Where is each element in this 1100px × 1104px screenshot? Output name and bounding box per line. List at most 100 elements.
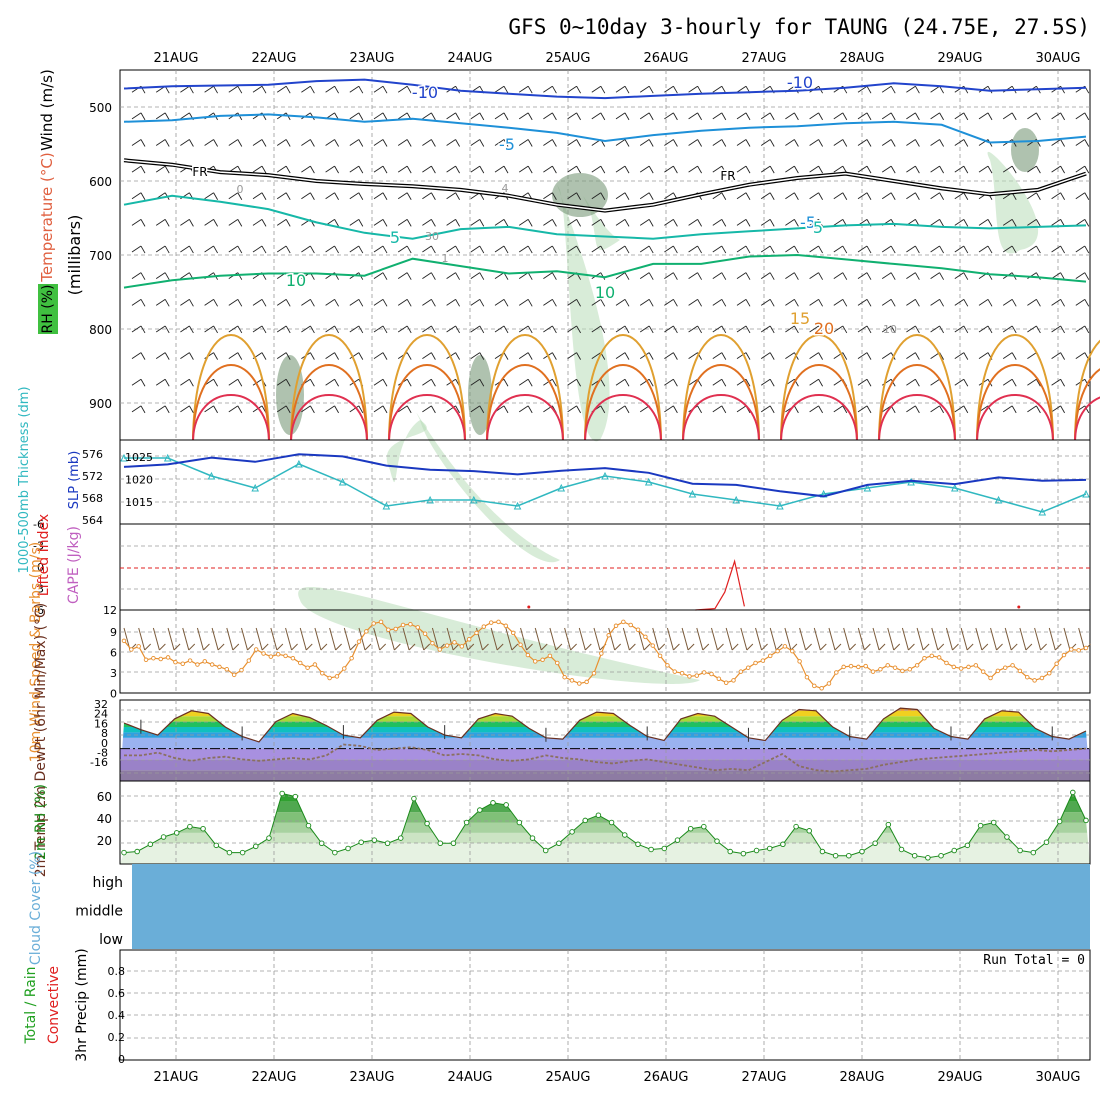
wind-speed-point [158, 656, 163, 662]
rh-point [964, 842, 971, 849]
wind-speed-point [209, 662, 215, 667]
wind-barb-flag [285, 405, 291, 414]
wind-barb-flag [963, 139, 969, 147]
wind-barb [857, 627, 865, 651]
precip-panel: 0.8 0.6 0.4 0.2 0 Run Total = 0 [108, 949, 1091, 1066]
wind-barb [301, 245, 311, 253]
wind-barb-flag [431, 112, 436, 121]
date-label-bottom: 28AUG [839, 1070, 884, 1085]
wind-barb [881, 192, 892, 200]
date-label-top: 29AUG [937, 51, 982, 66]
wind-speed-point [863, 663, 868, 669]
thickness-point [907, 477, 915, 486]
wind-barb-flag [455, 299, 460, 307]
wind-barb [769, 627, 777, 651]
date-label-bottom: 26AUG [643, 1070, 688, 1085]
wind-speed-point [635, 627, 641, 633]
wind-barb-flag [697, 165, 702, 174]
rh-point [925, 855, 931, 861]
wind-barb [349, 245, 360, 253]
wind-speed-point [459, 644, 465, 649]
wind-barb [1027, 325, 1037, 333]
temp-band [120, 710, 1090, 717]
rh-point [147, 841, 154, 848]
wind-speed-point [613, 623, 619, 629]
wind-barb [446, 139, 456, 146]
wind-barb [397, 405, 408, 413]
wind-barb-flag [648, 219, 654, 227]
rh-point [503, 802, 509, 808]
wind-barb [228, 85, 239, 93]
wind-barb [916, 627, 924, 651]
wind-speed-point [1047, 670, 1052, 676]
wind-barb-flag [721, 139, 727, 147]
wind-barb-flag [963, 245, 969, 254]
wind-barb-flag [745, 219, 751, 227]
wind-barb-flag [406, 85, 412, 94]
wind-barb-flag [1060, 299, 1065, 307]
rh-point [292, 793, 299, 800]
wind-speed-point [202, 659, 208, 664]
wind-barb [252, 405, 263, 413]
wind-barb-flag [890, 165, 896, 174]
wind-barb [760, 378, 771, 386]
rh-point [872, 840, 878, 847]
rh-point [819, 848, 826, 855]
wind-barb [422, 352, 432, 359]
wind-barb [930, 378, 940, 386]
wind-barb [180, 112, 190, 120]
wind-speed-point [628, 622, 633, 628]
wind-speed-point [826, 681, 832, 686]
wind-barb [505, 627, 513, 651]
cloud-cover-panel: high middle low [75, 864, 1090, 949]
wind-barb [688, 219, 698, 226]
wind-barb [180, 272, 190, 280]
temp-axis-label: 2m Temp 2m DewPt (6hr Min/Max) (°C) [33, 603, 49, 878]
wind-barb-flag [697, 139, 702, 147]
wind-barb-flag [164, 139, 170, 147]
boundary-temp-contour [878, 334, 956, 441]
wind-speed-point [709, 671, 714, 677]
wind-barb-flag [866, 139, 872, 147]
temperature-contour-label: FR [720, 169, 735, 183]
wind-barb-flag [878, 643, 886, 651]
wind-barb [930, 272, 940, 280]
wind-barb-flag [406, 405, 412, 414]
rh-point [516, 819, 523, 826]
wind-barb-flag [261, 192, 267, 200]
wind-barb [615, 325, 626, 333]
wind-barb [446, 298, 456, 306]
wind-barb [494, 325, 505, 333]
wind-barb [639, 405, 650, 413]
wind-barb [397, 139, 408, 146]
thickness-point [382, 501, 391, 510]
wind-barb-flag [721, 245, 727, 254]
wind-barb-flag [673, 352, 678, 360]
wind-barb-flag [555, 643, 563, 651]
temperature-contour-label: -5 [800, 213, 816, 232]
temp-line [123, 707, 1087, 743]
wind-barb [422, 298, 432, 306]
wind-barb-flag [697, 245, 702, 254]
wind-barb [180, 378, 190, 386]
date-label-top: 22AUG [251, 51, 296, 66]
wind-barb-flag [987, 299, 993, 307]
date-label-top: 26AUG [643, 51, 688, 66]
wind-barb-flag [455, 219, 460, 227]
wind-barb [712, 192, 723, 200]
wind-barb [954, 219, 965, 226]
wind-speed-point [173, 659, 178, 665]
wind-barb [1027, 298, 1037, 306]
date-label-top: 30AUG [1035, 51, 1080, 66]
wind-barb-flag [455, 139, 460, 147]
wind-barb [518, 112, 529, 120]
rh-point [332, 849, 338, 856]
wind-barb [446, 627, 454, 651]
wind-speed-point [1054, 661, 1059, 667]
wind-barb-flag [164, 352, 170, 360]
wind-speed-point [1010, 663, 1015, 668]
wind-barb [990, 627, 998, 651]
wind-barb [373, 405, 384, 413]
wind-barb [543, 219, 553, 226]
wind-barb-flag [431, 325, 436, 334]
